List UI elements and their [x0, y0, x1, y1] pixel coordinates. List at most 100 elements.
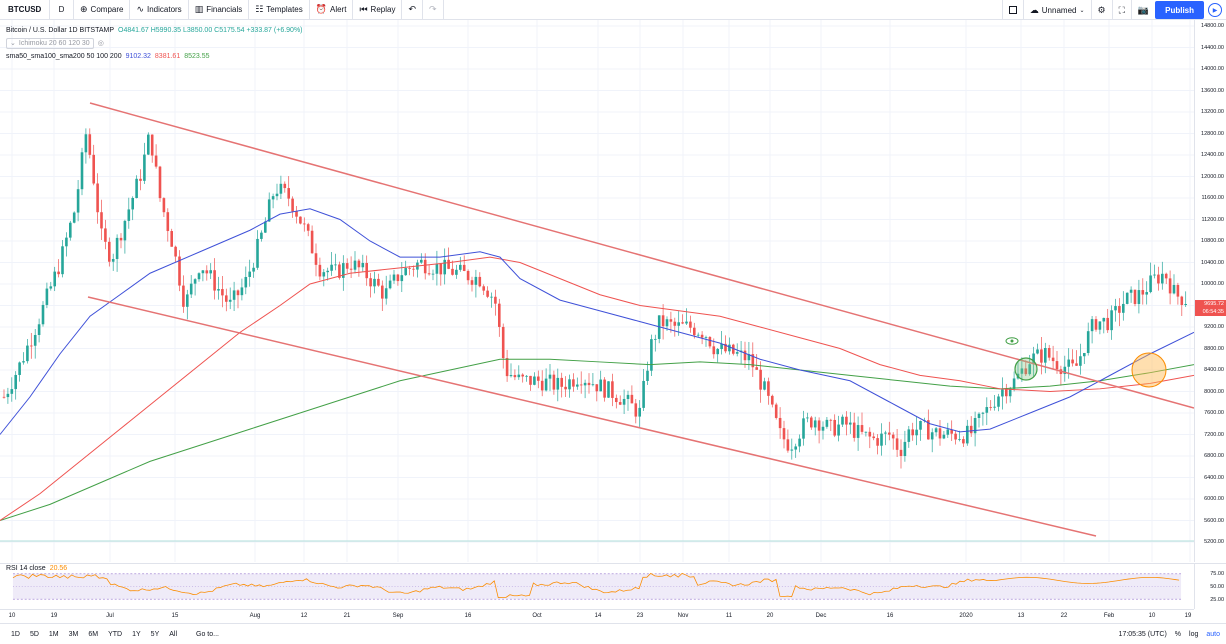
range-button-1y[interactable]: 1Y: [132, 630, 141, 638]
templates-button[interactable]: ☷ Templates: [249, 0, 310, 20]
candle-body: [108, 241, 111, 262]
range-button-6m[interactable]: 6M: [88, 630, 99, 638]
candle-body: [361, 262, 365, 268]
candle-body: [443, 259, 446, 275]
indicators-button[interactable]: ∿ Indicators: [130, 0, 189, 20]
candle-body: [373, 278, 376, 287]
candle-body: [626, 394, 630, 399]
financials-icon: ▥: [194, 4, 204, 14]
undo-button[interactable]: ↶: [402, 0, 423, 20]
candle-body: [256, 238, 259, 268]
price-tick: 7600.00: [1204, 410, 1224, 416]
sma-label[interactable]: sma50_sma100_sma200 50 100 200: [6, 53, 122, 60]
candle-body: [556, 377, 560, 390]
sma100-value: 8381.61: [154, 53, 181, 60]
percent-toggle[interactable]: %: [1174, 630, 1182, 638]
candle-body: [431, 273, 435, 275]
price-axis[interactable]: 14800.00 14400.00 14000.00 13600.00 13200.00…: [1194, 20, 1226, 562]
candle-body: [186, 294, 189, 307]
layout-menu[interactable]: ☁ Unnamed ⌄: [1022, 0, 1091, 20]
publish-button[interactable]: Publish: [1155, 1, 1204, 19]
candle-body: [1028, 364, 1031, 375]
snapshot-button[interactable]: 📷: [1130, 0, 1155, 20]
last-price-label: 9695.72: [1195, 300, 1226, 308]
financials-button[interactable]: ▥ Financials: [189, 0, 250, 20]
auto-toggle[interactable]: auto: [1206, 630, 1220, 638]
candle-body: [1110, 310, 1113, 331]
candle-body: [899, 449, 903, 457]
time-tick: 23: [636, 613, 644, 619]
candle-body: [529, 375, 532, 385]
candle-body: [587, 382, 591, 386]
price-tick: 12000.00: [1201, 173, 1224, 180]
candle-body: [1161, 273, 1164, 284]
replay-button[interactable]: ⏮ Replay: [353, 0, 403, 20]
candle-body: [1005, 389, 1008, 397]
select-layout-checkbox[interactable]: [1001, 0, 1023, 20]
bottom-bar: 1D 5D 1M 3M 6M YTD 1Y 5Y All Go to... 17:05:35 (…: [0, 623, 1226, 644]
play-icon[interactable]: ▶: [1208, 3, 1222, 17]
candle-body: [1020, 368, 1024, 374]
range-button-5y[interactable]: 5Y: [150, 630, 160, 638]
candle-body: [728, 344, 731, 352]
time-tick: 11: [725, 613, 733, 619]
candle-body: [392, 274, 396, 281]
candle-body: [1176, 284, 1180, 297]
time-axis[interactable]: 10 19 Jul 15 Aug 12 21 Sep 16 Oct 14 23 Nov 11 20 Dec 16…: [0, 609, 1194, 623]
candle-body: [150, 134, 154, 156]
candle-body: [1157, 274, 1160, 284]
alert-button-label: Alert: [329, 5, 347, 14]
candle-body: [891, 434, 895, 439]
interval-button[interactable]: D: [50, 0, 74, 20]
candle-body: [84, 134, 88, 153]
candle-body: [786, 439, 790, 451]
candle-body: [771, 395, 774, 405]
fullscreen-button[interactable]: ⛶: [1111, 0, 1131, 20]
sma100-line: [0, 256, 1194, 521]
alert-button[interactable]: ⏰ Alert: [310, 0, 354, 20]
range-button-5d[interactable]: 5D: [29, 630, 39, 638]
compare-button[interactable]: ⊕ Compare: [74, 0, 131, 20]
candle-body: [903, 441, 907, 457]
rsi-pane[interactable]: [0, 563, 1194, 609]
candle-body: [665, 319, 669, 327]
clock-time[interactable]: 17:05:35 (UTC): [1118, 630, 1167, 638]
candle-body: [794, 446, 797, 450]
range-button-3m[interactable]: 3M: [68, 630, 79, 638]
candle-body: [244, 276, 248, 288]
range-button-all[interactable]: All: [169, 630, 178, 638]
price-tick: 11600.00: [1201, 195, 1224, 201]
range-button-1d[interactable]: 1D: [11, 630, 20, 638]
chevron-down-icon: ⌄: [1079, 7, 1085, 14]
candle-body: [501, 326, 505, 359]
series-title[interactable]: Bitcoin / U.S. Dollar 1D BITSTAMP: [6, 27, 115, 34]
eye-off-icon[interactable]: ◎: [97, 40, 104, 47]
candle-body: [88, 134, 92, 155]
price-chart[interactable]: [0, 20, 1194, 562]
candle-body: [849, 422, 852, 425]
range-button-1m[interactable]: 1M: [48, 630, 59, 638]
candle-body: [123, 220, 127, 241]
candle-body: [618, 402, 622, 405]
rsi-legend[interactable]: RSI 14 close 20.56: [6, 565, 67, 572]
settings-button[interactable]: ⚙: [1090, 0, 1112, 20]
symbol-search[interactable]: BTCUSD: [0, 0, 50, 20]
time-tick: 13: [1017, 613, 1025, 619]
redo-button[interactable]: ↷: [423, 0, 444, 20]
candle-body: [57, 271, 60, 275]
rsi-tick: 50.00: [1210, 584, 1224, 590]
ichimoku-legend[interactable]: ⌄ Ichimoku 20 60 120 30: [6, 38, 94, 49]
candle-body: [1168, 278, 1172, 294]
candle-body: [377, 278, 380, 286]
time-tick: Feb: [1103, 613, 1115, 619]
candle-body: [486, 290, 489, 297]
candle-body: [104, 228, 107, 242]
candle-body: [646, 370, 649, 381]
candle-body: [139, 178, 142, 181]
candle-body: [716, 349, 719, 355]
candle-body: [669, 319, 673, 322]
goto-button[interactable]: Go to...: [196, 630, 219, 638]
log-toggle[interactable]: log: [1189, 630, 1199, 638]
range-button-ytd[interactable]: YTD: [108, 630, 123, 638]
time-tick: 12: [300, 613, 308, 619]
